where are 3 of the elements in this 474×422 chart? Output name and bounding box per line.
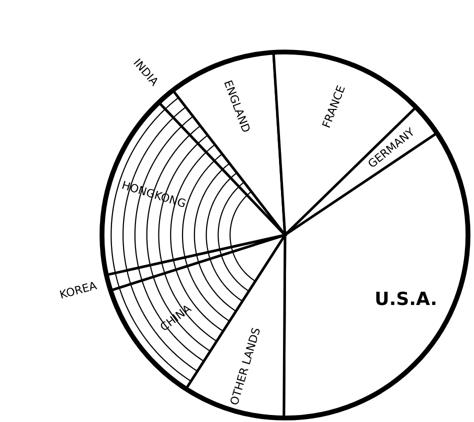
slice-label: KOREA [60,280,98,299]
slice-label: U.S.A. [376,292,436,306]
slice-label: OTHER LANDS [230,327,260,406]
